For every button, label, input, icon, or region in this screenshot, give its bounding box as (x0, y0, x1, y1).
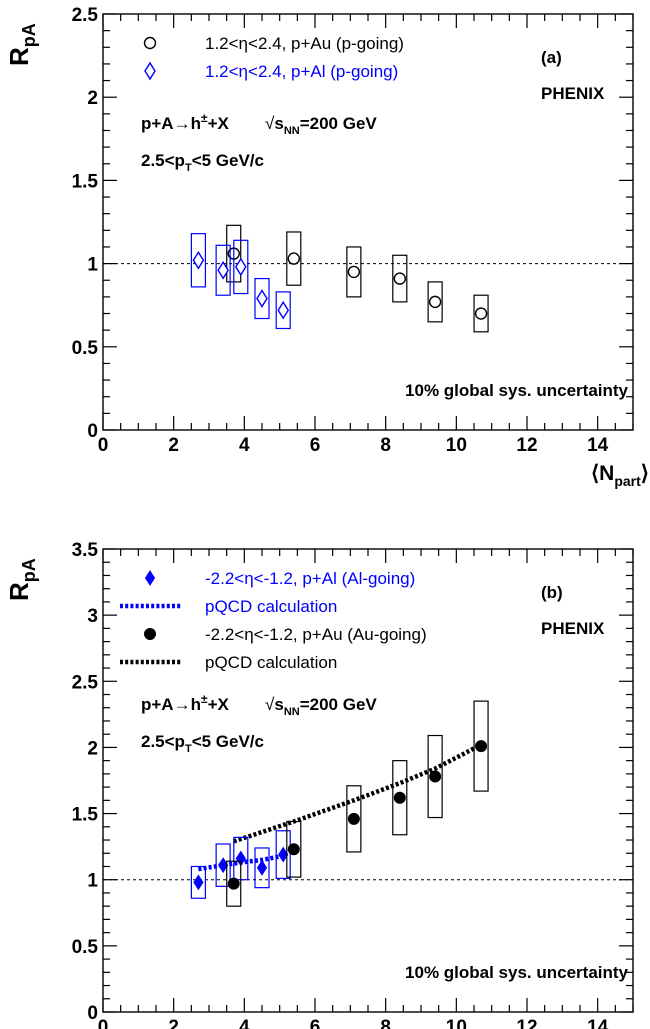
sys-uncertainty-box (346, 785, 362, 853)
y-tick-label: 1 (87, 871, 98, 892)
legend-label: 1.2<η<2.4, p+Al (p-going) (205, 62, 398, 81)
data-point (234, 257, 247, 277)
sys-uncertainty-box (392, 254, 408, 303)
sys-uncertainty-box (254, 277, 270, 320)
y-tick-label: 2.5 (72, 5, 99, 26)
data-point (287, 252, 300, 265)
y-tick-label: 2 (87, 88, 98, 109)
chart-panel-a: 0 2 4 6 8 10 12 14 0 0.5 1 1.5 2 2.5 RpA ⟨Npart⟩ 1.2<η<2… (4, 5, 649, 489)
data-point (475, 740, 488, 753)
sys-uncertainty-box (392, 760, 408, 836)
reaction-label: p+A→h±+X (141, 692, 230, 714)
x-tick-label: 2 (168, 435, 179, 456)
sys-uncertainty-box (226, 860, 242, 907)
x-tick-label: 14 (587, 435, 609, 456)
sys-uncertainty-box (473, 294, 489, 333)
sys-uncertainty-box (286, 231, 302, 286)
sys-uncertainty-note: 10% global sys. uncertainty (405, 963, 629, 982)
data-point (193, 874, 204, 891)
data-point (227, 877, 240, 890)
y-tick-label: 0.5 (72, 338, 99, 359)
y-tick-label: 1.5 (72, 805, 99, 826)
legend-marker (144, 570, 156, 586)
x-tick-label: 8 (380, 435, 391, 456)
x-tick-label: 4 (239, 1017, 250, 1029)
reaction-label: p+A→h±+X (141, 111, 230, 133)
data-point (217, 260, 229, 280)
data-point (429, 770, 442, 783)
sys-uncertainty-box (190, 865, 206, 899)
data-point (474, 307, 488, 320)
sys-uncertainty-box (275, 830, 291, 879)
data-point (277, 300, 290, 320)
experiment-label: PHENIX (541, 84, 605, 103)
sys-uncertainty-note: 10% global sys. uncertainty (405, 381, 629, 400)
sys-uncertainty-box (233, 239, 249, 295)
y-tick-label: 3 (87, 606, 98, 627)
panel-label: (b) (541, 583, 563, 602)
legend-label: pQCD calculation (205, 653, 337, 672)
x-tick-label: 8 (380, 1017, 391, 1029)
data-point (256, 289, 268, 308)
legend-label: -2.2<η<-1.2, p+Al (Al-going) (205, 569, 415, 588)
y-axis-label: RpA (4, 558, 39, 601)
legend-marker (144, 61, 156, 81)
y-tick-label: 1.5 (72, 171, 99, 192)
legend-marker (143, 36, 157, 50)
sys-uncertainty-box (275, 291, 291, 330)
experiment-label: PHENIX (541, 619, 605, 638)
y-tick-label: 3.5 (72, 540, 99, 561)
legend-marker (144, 628, 156, 640)
sys-uncertainty-box (346, 246, 362, 298)
y-tick-label: 0 (87, 1003, 98, 1024)
data-point (256, 859, 268, 876)
x-tick-label: 0 (98, 1017, 109, 1029)
x-tick-label: 10 (446, 1017, 467, 1029)
data-point (347, 812, 360, 825)
sys-uncertainty-box (215, 244, 231, 296)
x-tick-label: 12 (516, 435, 537, 456)
chart-panel-b: 0246810121400.511.522.533.5RpA⟨Npart⟩-2.… (4, 540, 634, 1029)
x-tick-label: 12 (516, 1017, 537, 1029)
pt-range-label: 2.5<pT<5 GeV/c (141, 151, 264, 174)
legend-label: 1.2<η<2.4, p+Au (p-going) (205, 34, 404, 53)
data-point (347, 265, 361, 279)
x-tick-label: 14 (587, 1017, 609, 1029)
y-tick-label: 2.5 (72, 672, 99, 693)
data-point (218, 857, 229, 874)
x-tick-label: 2 (168, 1017, 179, 1029)
legend-label: -2.2<η<-1.2, p+Au (Au-going) (205, 625, 427, 644)
energy-label: √sNN=200 GeV (265, 114, 377, 137)
legend-label: pQCD calculation (205, 597, 337, 616)
x-tick-label: 4 (239, 435, 250, 456)
sys-uncertainty-box (215, 843, 231, 887)
sys-uncertainty-box (254, 847, 270, 889)
data-point (393, 791, 406, 804)
x-tick-label: 10 (446, 435, 467, 456)
sys-uncertainty-box (286, 820, 302, 878)
x-tick-label: 6 (310, 1017, 321, 1029)
sys-uncertainty-box (427, 734, 443, 819)
pqcd-curve (233, 742, 483, 844)
sys-uncertainty-box (190, 233, 206, 288)
x-tick-label: 6 (310, 435, 321, 456)
y-tick-label: 0.5 (72, 937, 99, 958)
data-point (192, 250, 205, 270)
y-tick-label: 0 (87, 421, 98, 442)
sys-uncertainty-box (427, 281, 443, 323)
x-tick-label: 0 (98, 435, 109, 456)
sys-uncertainty-box (473, 700, 489, 792)
data-point (428, 295, 442, 309)
y-tick-label: 1 (87, 255, 98, 276)
data-point (287, 843, 300, 856)
energy-label: √sNN=200 GeV (265, 695, 377, 718)
panel-label: (a) (541, 48, 562, 67)
x-axis-label: ⟨Npart⟩ (591, 462, 649, 489)
pt-range-label: 2.5<pT<5 GeV/c (141, 732, 264, 755)
y-tick-label: 2 (87, 738, 98, 759)
y-axis-label: RpA (4, 23, 39, 66)
data-point (393, 272, 406, 285)
